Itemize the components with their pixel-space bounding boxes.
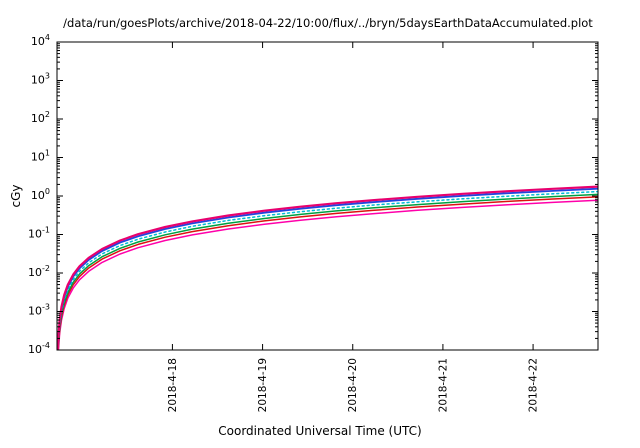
y-tick-label: 102 xyxy=(31,110,50,125)
x-axis-label: Coordinated Universal Time (UTC) xyxy=(218,424,422,438)
x-tick-label: 2018-4-20 xyxy=(347,358,359,412)
y-tick-label: 10-2 xyxy=(28,264,50,279)
y-tick-label: 104 xyxy=(31,33,50,48)
y-tick-label: 10-3 xyxy=(28,303,50,318)
x-tick-label: 2018-4-19 xyxy=(257,358,269,412)
series-pink-upper xyxy=(57,185,598,350)
x-tick-label: 2018-4-21 xyxy=(437,358,449,412)
series-red xyxy=(57,196,598,350)
y-tick-label: 101 xyxy=(31,149,50,164)
x-tick-label: 2018-4-18 xyxy=(167,358,179,412)
y-tick-label: 100 xyxy=(31,187,50,202)
series-green xyxy=(57,193,598,350)
series-magenta-lower xyxy=(57,199,598,350)
y-tick-label: 10-4 xyxy=(28,341,50,356)
plot-title: /data/run/goesPlots/archive/2018-04-22/1… xyxy=(63,16,593,30)
x-tick-label: 2018-4-22 xyxy=(528,358,540,412)
y-tick-label: 103 xyxy=(31,72,50,87)
y-tick-label: 10-1 xyxy=(28,226,50,241)
series-cyan-dotted xyxy=(57,190,598,350)
